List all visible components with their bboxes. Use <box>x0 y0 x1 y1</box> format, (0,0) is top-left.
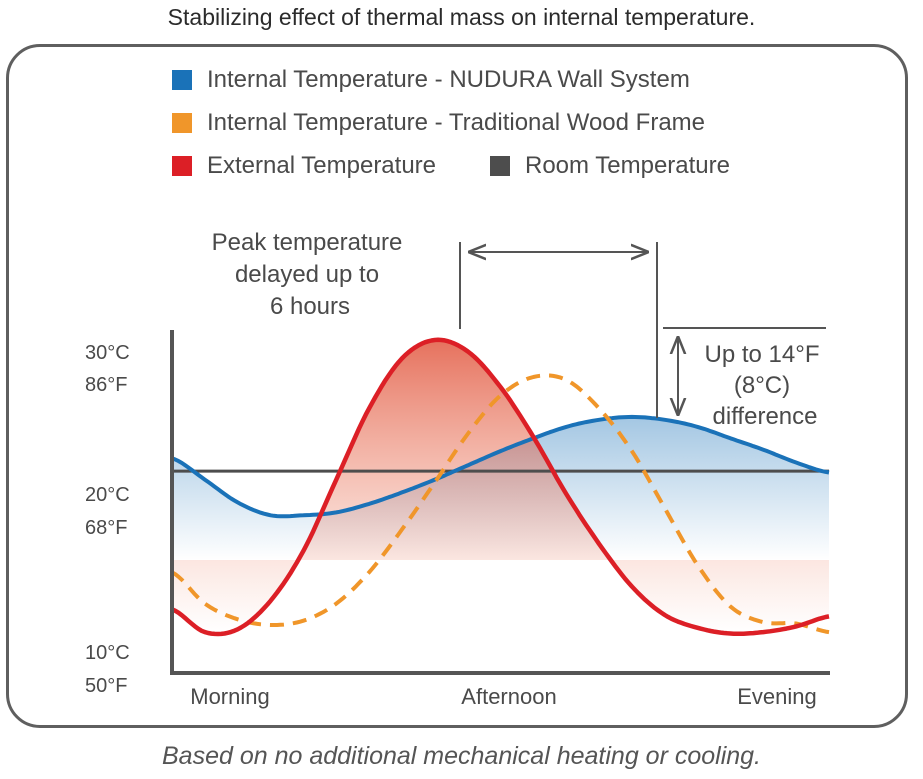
peak-delay-annotation: Peak temperature delayed up to 6 hours <box>212 229 658 418</box>
difference-annotation: Up to 14°F (8°C) difference <box>663 327 826 430</box>
x-tick-labels: Morning Afternoon Evening <box>190 684 817 709</box>
legend-label-external: External Temperature <box>207 152 437 179</box>
series-lines <box>171 337 830 637</box>
footnote: Based on no additional mechanical heatin… <box>161 742 762 770</box>
difference-line-2: (8°C) <box>734 372 790 399</box>
chart-frame <box>6 44 908 728</box>
x-tick-evening: Evening <box>737 684 817 709</box>
axes <box>170 330 830 675</box>
area-external <box>172 339 829 634</box>
legend-swatch-room <box>490 156 510 176</box>
y-tick-labels: 30°C 86°F 20°C 68°F 10°C 50°F <box>85 342 130 697</box>
y-tick-20c: 20°C <box>85 484 130 506</box>
legend-item-external: External Temperature <box>172 152 436 180</box>
legend-label-nudura: Internal Temperature - NUDURA Wall Syste… <box>207 66 690 93</box>
peak-delay-line-2: delayed up to <box>235 261 379 288</box>
legend-item-nudura: Internal Temperature - NUDURA Wall Syste… <box>172 66 690 94</box>
x-tick-morning: Morning <box>190 684 269 709</box>
legend-label-room: Room Temperature <box>525 152 730 179</box>
y-tick-50f: 50°F <box>85 675 127 697</box>
chart-areas <box>172 339 829 634</box>
legend-item-room: Room Temperature <box>490 152 730 180</box>
legend-item-wood: Internal Temperature - Traditional Wood … <box>172 109 705 137</box>
chart-title: Stabilizing effect of thermal mass on in… <box>167 4 756 30</box>
y-tick-30c: 30°C <box>85 342 130 364</box>
legend-swatch-nudura <box>172 70 192 90</box>
peak-delay-line-3: 6 hours <box>270 293 350 320</box>
x-tick-afternoon: Afternoon <box>461 684 556 709</box>
y-tick-10c: 10°C <box>85 642 130 664</box>
series-line-external <box>171 337 830 637</box>
series-line-wood <box>171 373 830 635</box>
series-line-nudura <box>171 414 830 519</box>
legend-swatch-external <box>172 156 192 176</box>
legend-label-wood: Internal Temperature - Traditional Wood … <box>207 109 706 136</box>
peak-delay-line-1: Peak temperature <box>212 229 403 256</box>
legend-swatch-wood <box>172 113 192 133</box>
y-tick-86f: 86°F <box>85 374 127 396</box>
difference-line-1: Up to 14°F <box>705 341 820 368</box>
difference-line-3: difference <box>713 403 818 430</box>
y-tick-68f: 68°F <box>85 517 127 539</box>
